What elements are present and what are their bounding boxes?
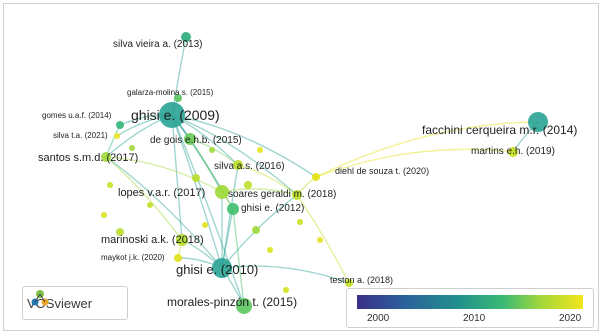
node-label-de_gois[interactable]: de gois e.h.b. (2015) <box>150 135 242 146</box>
node-label-martins[interactable]: martins e.h. (2019) <box>471 146 555 157</box>
node-santos[interactable] <box>101 152 111 162</box>
minor-node[interactable] <box>283 287 289 293</box>
node-label-soares[interactable]: soares geraldi m. (2018) <box>228 189 336 200</box>
node-facchini[interactable] <box>528 112 548 132</box>
edge-ghisi2009-morales <box>171 114 245 307</box>
node-label-silva_vieira[interactable]: silva vieira a. (2013) <box>113 39 202 50</box>
year-color-legend: 2000 2010 2020 <box>346 288 594 328</box>
minor-node[interactable] <box>252 226 260 234</box>
minor-node[interactable] <box>257 147 263 153</box>
edge-ghisi2010-teston <box>221 265 350 284</box>
node-label-silva_ta[interactable]: silva t.a. (2021) <box>53 131 108 140</box>
edge-santos-lopes <box>105 156 223 193</box>
node-lopes[interactable] <box>215 185 229 199</box>
node-label-lopes[interactable]: lopes v.a.r. (2017) <box>118 187 205 199</box>
node-layer <box>101 32 548 314</box>
node-label-ghisi2010[interactable]: ghisi e. (2010) <box>176 262 258 277</box>
edge-ghisi2012-morales <box>232 208 245 307</box>
minor-node[interactable] <box>297 219 303 225</box>
minor-node[interactable] <box>267 247 273 253</box>
minor-node[interactable] <box>147 202 153 208</box>
node-de_gois[interactable] <box>184 133 196 145</box>
node-label-silva_as[interactable]: silva a.s. (2016) <box>214 161 285 172</box>
minor-node[interactable] <box>244 181 252 189</box>
node-diehl[interactable] <box>312 173 320 181</box>
edge-layer <box>105 36 539 307</box>
minor-node[interactable] <box>202 222 208 228</box>
edge-ghisi2009-soares <box>171 114 298 196</box>
node-silva_as[interactable] <box>233 160 243 170</box>
edge-silva_as-soares <box>237 164 298 196</box>
legend-tick-2000: 2000 <box>367 313 390 324</box>
node-martins[interactable] <box>508 147 518 157</box>
edge-soares-teston <box>296 194 350 284</box>
minor-node[interactable] <box>317 237 323 243</box>
node-maykot[interactable] <box>174 254 182 262</box>
minor-node[interactable] <box>107 182 113 188</box>
minor-node[interactable] <box>209 147 215 153</box>
legend-color-bar <box>357 295 583 309</box>
node-morales[interactable] <box>236 298 252 314</box>
node-label-ghisi2009[interactable]: ghisi e. (2009) <box>131 107 220 123</box>
edge-lopes-soares <box>221 188 298 196</box>
node-label-gomes[interactable]: gomes u.a.f. (2014) <box>42 111 112 120</box>
node-silva_vieira[interactable] <box>181 32 191 42</box>
network-canvas[interactable] <box>3 3 599 331</box>
legend-tick-2010: 2010 <box>463 313 486 324</box>
edge-ghisi2009-ghisi2010 <box>171 114 223 269</box>
node-ghisi2009[interactable] <box>159 102 185 128</box>
node-galarza[interactable] <box>174 94 182 102</box>
legend-tick-2020: 2020 <box>559 313 582 324</box>
node-label-galarza[interactable]: galarza-molina s. (2015) <box>127 88 214 97</box>
node-label-maykot[interactable]: maykot j.k. (2020) <box>101 253 165 262</box>
node-teston[interactable] <box>345 279 353 287</box>
node-label-ghisi2012[interactable]: ghisi e. (2012) <box>241 203 304 214</box>
minor-node[interactable] <box>192 174 200 182</box>
node-label-diehl[interactable]: diehl de souza t. (2020) <box>335 166 429 176</box>
node-label-marinoski[interactable]: marinoski a.k. (2018) <box>101 234 204 246</box>
edge-ghisi2009-marinoski <box>171 114 183 241</box>
node-ghisi2010[interactable] <box>212 258 232 278</box>
vosviewer-logo-icon <box>31 290 49 306</box>
minor-node[interactable] <box>116 228 124 236</box>
edge-ghisi2010-soares <box>221 194 298 269</box>
vosviewer-logo[interactable]: VOSviewer <box>22 286 128 320</box>
edge-ghisi2010-santos <box>105 156 223 269</box>
label-layer: silva vieira a. (2013) galarza-molina s. … <box>38 39 577 309</box>
node-marinoski[interactable] <box>176 234 188 246</box>
edge-santos-marinoski <box>105 156 183 241</box>
edge-diehl-martins <box>315 148 514 178</box>
minor-node[interactable] <box>129 145 135 151</box>
node-ghisi2012[interactable] <box>227 203 239 215</box>
node-soares[interactable] <box>292 190 302 200</box>
edge-ghisi2010-silva_as <box>221 164 239 269</box>
node-gomes[interactable] <box>116 121 124 129</box>
node-label-teston[interactable]: teston a. (2018) <box>330 275 393 285</box>
node-silva_ta[interactable] <box>114 133 120 139</box>
minor-node[interactable] <box>101 212 107 218</box>
node-label-santos[interactable]: santos s.m.d. (2017) <box>38 152 138 164</box>
node-label-facchini[interactable]: facchini cerqueira m.r. (2014) <box>422 123 577 137</box>
edge-diehl-facchini <box>315 121 539 178</box>
node-label-morales[interactable]: morales-pinzón t. (2015) <box>167 295 297 309</box>
edge-ghisi2009-diehl <box>171 114 317 178</box>
